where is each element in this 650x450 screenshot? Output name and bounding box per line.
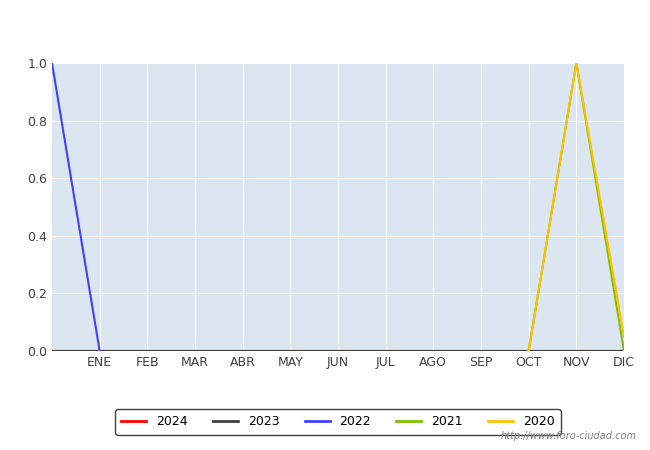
2023 (334, 348, 342, 354)
2023 (382, 348, 389, 354)
2024 (144, 348, 151, 354)
Legend: 2024, 2023, 2022, 2021, 2020: 2024, 2023, 2022, 2021, 2020 (115, 409, 561, 435)
2023 (239, 348, 246, 354)
2024 (620, 348, 628, 354)
2020 (573, 60, 580, 66)
2023 (96, 348, 103, 354)
2021 (573, 60, 580, 66)
2023 (477, 348, 485, 354)
Line: 2021: 2021 (528, 63, 624, 351)
2024 (287, 348, 294, 354)
2023 (48, 348, 56, 354)
Text: Matriculaciones de Vehiculos en Almendra: Matriculaciones de Vehiculos en Almendra (134, 18, 516, 36)
2024 (334, 348, 342, 354)
2024 (430, 348, 437, 354)
2023 (191, 348, 199, 354)
2020 (525, 348, 532, 354)
2023 (525, 348, 532, 354)
Text: http://www.foro-ciudad.com: http://www.foro-ciudad.com (501, 431, 637, 441)
2020 (620, 334, 628, 339)
2023 (620, 348, 628, 354)
2021 (525, 348, 532, 354)
2024 (239, 348, 246, 354)
2024 (191, 348, 199, 354)
2023 (287, 348, 294, 354)
2024 (477, 348, 485, 354)
2023 (573, 348, 580, 354)
2024 (48, 348, 56, 354)
2023 (144, 348, 151, 354)
2021 (620, 348, 628, 354)
2024 (525, 348, 532, 354)
2024 (382, 348, 389, 354)
2024 (96, 348, 103, 354)
2023 (430, 348, 437, 354)
Line: 2020: 2020 (528, 63, 624, 351)
2024 (573, 348, 580, 354)
